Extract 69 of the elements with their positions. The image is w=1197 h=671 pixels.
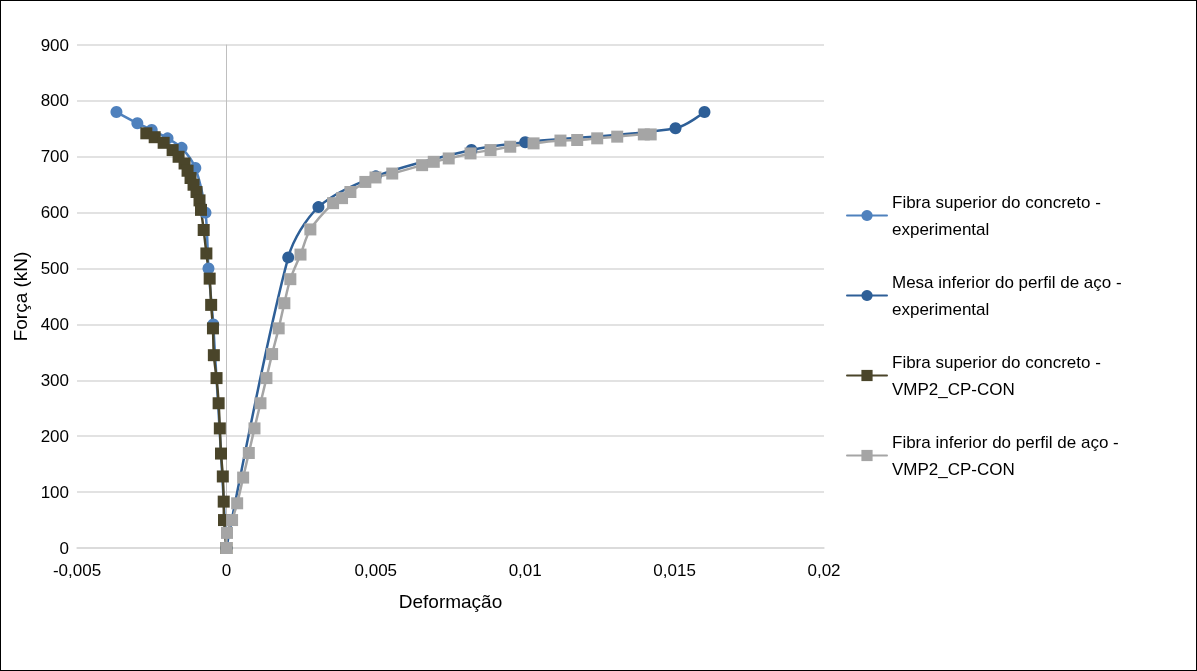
point: [571, 134, 584, 147]
point: [272, 322, 285, 335]
x-tick-label: 0: [221, 561, 232, 580]
point: [205, 298, 218, 311]
point: [213, 422, 226, 435]
point: [197, 223, 210, 236]
x-tick-label: 0,015: [653, 561, 696, 580]
point: [266, 348, 279, 361]
x-tick-label: 0,005: [354, 561, 398, 580]
point: [591, 132, 604, 145]
point: [231, 497, 244, 510]
y-tick-label: 800: [40, 91, 69, 111]
point: [527, 137, 540, 150]
point: [248, 422, 261, 435]
point: [242, 446, 255, 459]
point: [203, 272, 216, 285]
point: [212, 397, 225, 410]
point: [216, 470, 229, 483]
point: [278, 297, 291, 310]
point: [312, 201, 325, 214]
x-axis-title: Deformação: [398, 591, 503, 612]
point: [386, 167, 399, 180]
point: [504, 140, 517, 153]
point: [284, 273, 297, 286]
point: [110, 106, 123, 119]
point: [221, 526, 233, 539]
point: [294, 248, 307, 261]
point: [217, 495, 230, 508]
point: [698, 106, 711, 119]
y-tick-label: 200: [40, 426, 69, 446]
legend-label: Fibra superior do concreto - VMP2_CP-CON: [892, 352, 1106, 399]
y-tick-label: 400: [40, 314, 69, 334]
point: [416, 159, 429, 172]
point: [282, 251, 295, 264]
x-tick-label: 0,02: [807, 561, 841, 580]
point: [304, 223, 317, 236]
legend-label: Fibra inferior do perfil de aço - VMP2_CP-CON: [892, 432, 1124, 479]
y-tick-label: 100: [40, 482, 69, 502]
point: [427, 155, 440, 168]
point: [644, 128, 657, 141]
y-tick-label: 700: [40, 147, 69, 167]
x-tick-label: 0,01: [508, 561, 542, 580]
point: [215, 447, 228, 460]
point: [226, 514, 239, 527]
point: [200, 247, 213, 260]
legend-label: Fibra superior do concreto - experimental: [892, 192, 1106, 239]
point: [442, 152, 455, 165]
point: [237, 471, 250, 484]
point: [359, 175, 372, 188]
point: [206, 322, 219, 335]
point: [484, 144, 497, 157]
point: [195, 203, 207, 216]
point: [260, 372, 273, 385]
point: [344, 185, 357, 198]
y-tick-label: 600: [40, 203, 69, 223]
y-tick-label: 0: [59, 538, 69, 558]
y-tick-label: 900: [40, 35, 69, 55]
x-tick-label: -0,005: [52, 561, 102, 580]
point: [210, 372, 223, 385]
point: [611, 130, 624, 143]
point: [254, 397, 267, 410]
point: [669, 122, 682, 135]
y-tick-label: 300: [40, 370, 69, 390]
y-axis-title: Força (kN): [9, 251, 31, 342]
legend-label: Mesa inferior do perfil de aço - experimental: [892, 272, 1127, 319]
point: [207, 349, 220, 362]
y-tick-label: 500: [40, 259, 69, 279]
point: [131, 117, 144, 130]
point: [554, 134, 567, 147]
